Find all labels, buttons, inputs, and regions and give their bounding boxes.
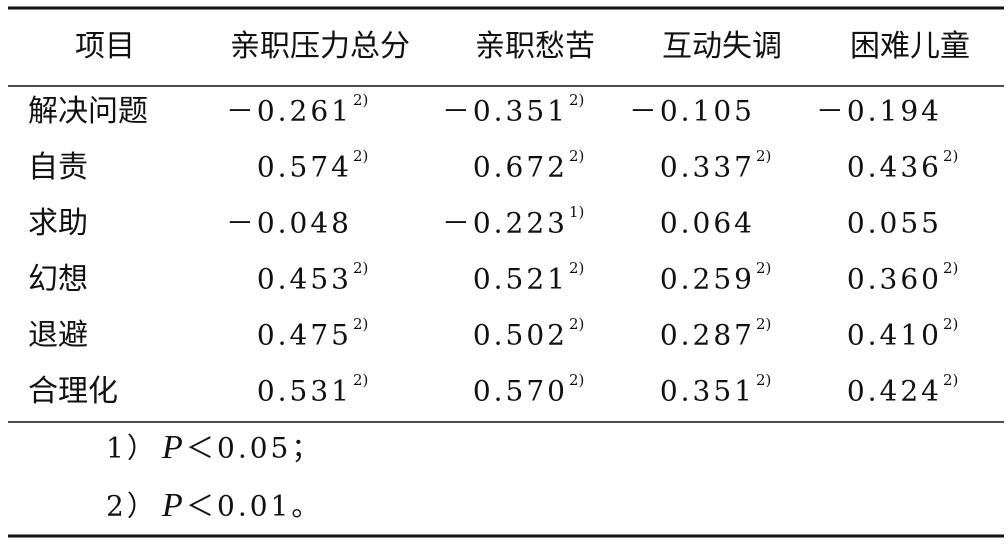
cell-value: 0.570 [473,375,568,408]
cell-value: 0.574 [257,151,352,184]
cell-value: －0.223 [442,207,568,240]
cell-sup: 2) [943,259,958,277]
header-cell: 困难儿童 [850,29,970,64]
row-label: 幻想 [28,262,88,297]
cell-sup: 1) [569,203,584,221]
note-marker: 2） [106,490,158,523]
cell-value: 0.531 [257,375,352,408]
cell-value: 0.337 [660,151,755,184]
cell-sup: 2) [569,91,584,109]
row-label: 退避 [28,318,88,353]
cell-sup: 2) [943,371,958,389]
note-text: ＜0.01。 [186,490,322,523]
note-symbol: P [161,429,183,466]
row-label: 解决问题 [28,94,148,129]
cell-sup: 2) [353,91,368,109]
cell-value: 0.410 [847,319,942,352]
header-cell: 亲职愁苦 [475,29,595,64]
header-cell: 项目 [75,29,135,64]
cell-value: 0.672 [473,151,568,184]
cell-value: 0.064 [660,207,755,240]
header-cell: 互动失调 [662,29,782,64]
row-label: 求助 [28,206,88,241]
cell-value: 0.436 [847,151,942,184]
cell-value: 0.055 [847,207,942,240]
cell-value: －0.048 [226,207,352,240]
cell-value: 0.360 [847,263,942,296]
cell-value: 0.521 [473,263,568,296]
cell-sup: 2) [569,371,584,389]
cell-value: 0.287 [660,319,755,352]
note-symbol: P [161,487,183,524]
cell-sup: 2) [756,315,771,333]
header-cell: 亲职压力总分 [230,29,410,64]
cell-value: 0.424 [847,375,942,408]
cell-value: －0.105 [629,95,755,128]
cell-value: －0.351 [442,95,568,128]
cell-sup: 2) [353,259,368,277]
cell-value: 0.475 [257,319,352,352]
cell-sup: 2) [569,147,584,165]
row-label: 合理化 [28,374,118,409]
cell-value: －0.261 [226,95,352,128]
note-marker: 1） [106,432,158,465]
cell-sup: 2) [943,315,958,333]
cell-sup: 2) [569,259,584,277]
cell-value: 0.351 [660,375,755,408]
cell-sup: 2) [756,147,771,165]
note-text: ＜0.05； [186,432,322,465]
cell-sup: 2) [756,259,771,277]
cell-value: 0.259 [660,263,755,296]
cell-sup: 2) [353,371,368,389]
cell-value: 0.453 [257,263,352,296]
cell-sup: 2) [569,315,584,333]
cell-sup: 2) [756,371,771,389]
row-label: 自责 [28,150,88,185]
cell-value: －0.194 [816,95,942,128]
cell-sup: 2) [353,315,368,333]
cell-value: 0.502 [473,319,568,352]
cell-sup: 2) [353,147,368,165]
cell-sup: 2) [943,147,958,165]
